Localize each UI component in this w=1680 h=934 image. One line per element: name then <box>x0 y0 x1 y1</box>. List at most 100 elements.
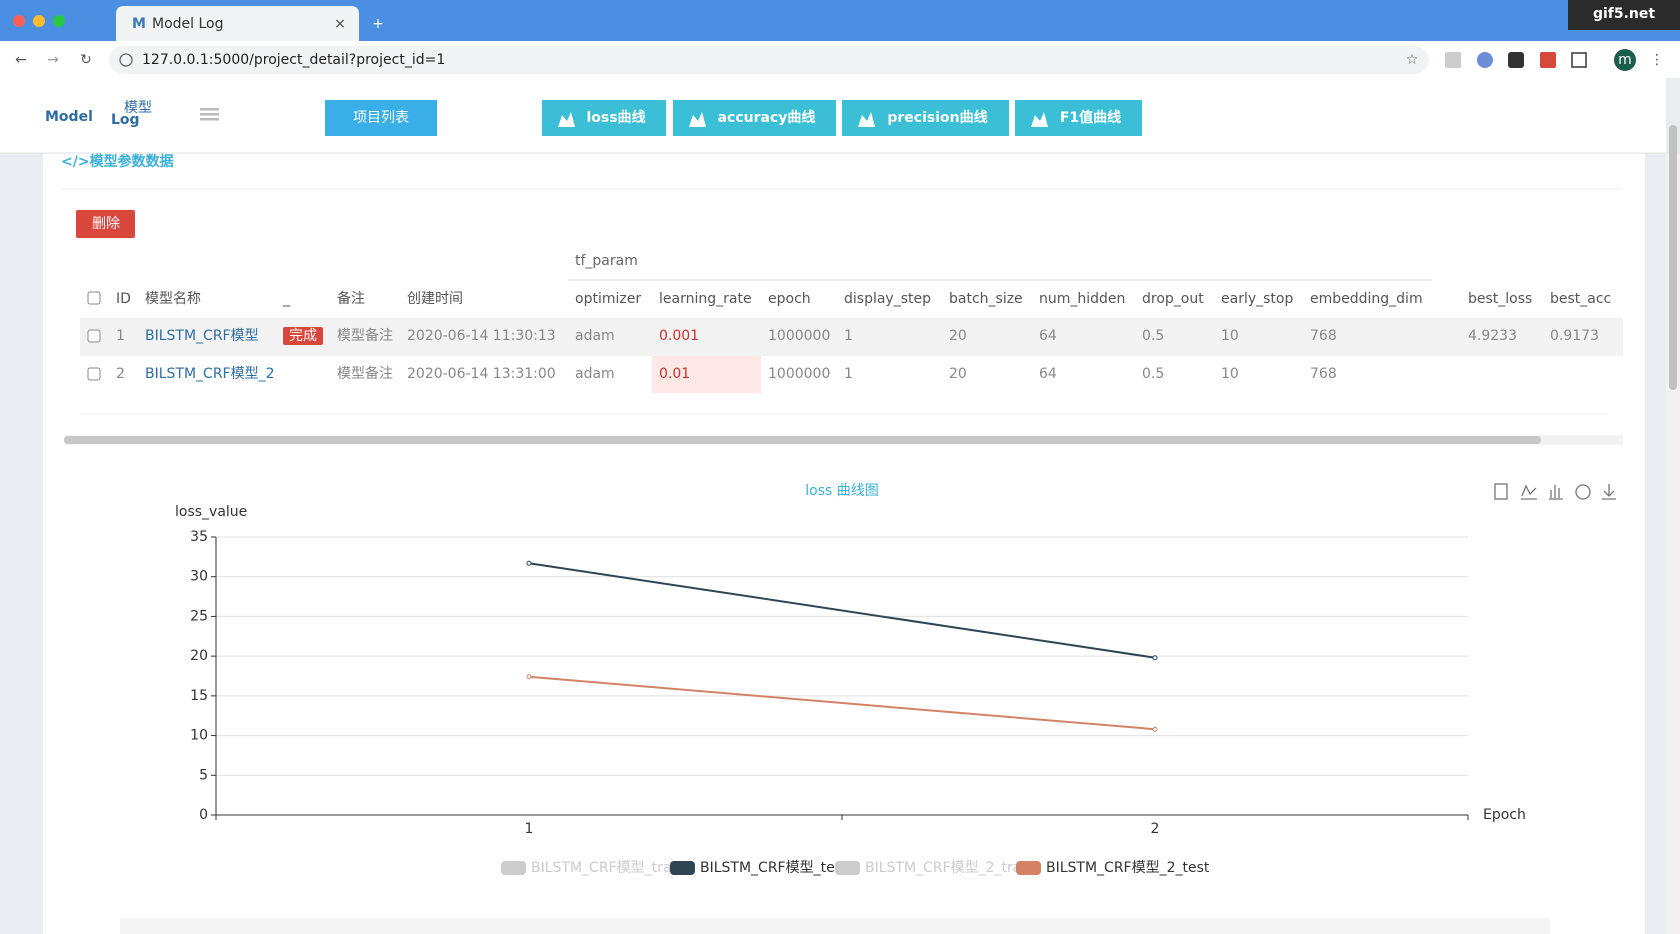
model-link[interactable]: BILSTM_CRF模型_2 <box>145 366 275 382</box>
site-info[interactable] <box>119 53 133 67</box>
row-checkbox[interactable] <box>87 367 101 381</box>
model-link[interactable]: BILSTM_CRF模型 <box>145 328 259 344</box>
tab-favicon: M <box>132 16 146 32</box>
y-tick-label: 20 <box>190 648 208 664</box>
y-tick-label: 5 <box>199 767 208 783</box>
column-header: 备注 <box>337 290 365 307</box>
tab-icon <box>1031 112 1048 127</box>
legend-label[interactable]: BILSTM_CRF模型_2_train <box>865 860 1034 876</box>
logo[interactable]: Model <box>45 109 93 125</box>
legend-swatch[interactable] <box>501 861 526 875</box>
menu-button[interactable]: ⋮ <box>1650 52 1664 68</box>
y-tick-label: 30 <box>190 569 208 585</box>
legend-label[interactable]: BILSTM_CRF模型_train <box>531 860 684 876</box>
cell: 0.9173 <box>1550 328 1599 344</box>
cell: 0.01 <box>659 366 690 382</box>
extension-icon[interactable] <box>1445 52 1461 68</box>
tab-icon <box>558 112 575 127</box>
y-tick-label: 10 <box>190 728 208 744</box>
project-list-button[interactable] <box>325 100 437 136</box>
cell: 1000000 <box>768 328 830 344</box>
cell: 1 <box>116 328 125 344</box>
y-tick-label: 25 <box>190 608 208 624</box>
logo[interactable]: Log <box>111 112 140 128</box>
cell: 0.5 <box>1142 366 1164 382</box>
cell: 0.5 <box>1142 328 1164 344</box>
column-header: epoch <box>768 291 811 307</box>
column-header: early_stop <box>1221 291 1293 307</box>
window-zoom[interactable] <box>53 15 65 27</box>
watermark-bg <box>1568 0 1680 30</box>
cell: 20 <box>949 328 967 344</box>
tool-data-view[interactable] <box>1494 483 1508 500</box>
series-line <box>528 675 1156 731</box>
h-scroll-thumb[interactable] <box>64 436 1541 444</box>
logo-small: 模型 <box>124 100 152 116</box>
column-header: optimizer <box>575 291 641 307</box>
column-header: display_step <box>844 291 931 307</box>
window-minimize[interactable] <box>33 15 45 27</box>
next-panel-shadow <box>120 918 1550 934</box>
extension-icon[interactable] <box>1477 52 1493 68</box>
cell: 20 <box>949 366 967 382</box>
legend-swatch[interactable] <box>835 861 860 875</box>
cell: 768 <box>1310 366 1337 382</box>
chart-tab-label: accuracy曲线 <box>718 109 816 126</box>
cell: 64 <box>1039 366 1057 382</box>
chart-title: loss 曲线图 <box>805 483 879 499</box>
active-tab[interactable] <box>116 6 359 41</box>
v-scroll-thumb[interactable] <box>1669 125 1677 390</box>
cell: 1 <box>844 366 853 382</box>
data-point <box>526 560 532 566</box>
tool-restore[interactable] <box>1575 484 1591 500</box>
cell: 2 <box>116 366 125 382</box>
column-header: learning_rate <box>659 291 752 307</box>
legend-swatch[interactable] <box>670 861 695 875</box>
tab-close[interactable]: × <box>334 16 346 32</box>
chart-tab-label: F1值曲线 <box>1060 109 1121 126</box>
column-header: drop_out <box>1142 291 1204 307</box>
column-header: 模型名称 <box>145 291 201 307</box>
highlight-cell <box>652 356 761 393</box>
url-box[interactable] <box>109 46 1429 74</box>
data-point <box>1152 655 1158 661</box>
back-button[interactable]: ← <box>15 52 27 68</box>
legend-swatch[interactable] <box>1016 861 1041 875</box>
avatar[interactable] <box>1614 49 1636 71</box>
column-header: 创建时间 <box>407 291 463 307</box>
extension-icon[interactable] <box>1540 52 1556 68</box>
series-line <box>528 562 1156 659</box>
reload-button[interactable]: ↻ <box>80 52 92 68</box>
column-header: best_loss <box>1468 291 1532 307</box>
url[interactable]: 127.0.0.1:5000/project_detail?project_id… <box>142 52 445 68</box>
tool-line[interactable] <box>1521 484 1537 500</box>
cell: 768 <box>1310 328 1337 344</box>
cell: 模型备注 <box>337 365 393 382</box>
cell: 4.9233 <box>1468 328 1517 344</box>
legend-label[interactable]: BILSTM_CRF模型_2_test <box>1046 860 1210 876</box>
forward-button[interactable]: → <box>47 52 59 68</box>
row-checkbox[interactable] <box>87 329 101 343</box>
y-tick-label: 0 <box>199 807 208 823</box>
sidebar-toggle[interactable] <box>200 108 219 121</box>
x-tick-label: 2 <box>1151 821 1160 837</box>
extension-icon[interactable] <box>1508 52 1524 68</box>
x-tick-label: 1 <box>525 821 534 837</box>
new-tab[interactable]: + <box>372 16 384 32</box>
legend-label[interactable]: BILSTM_CRF模型_test <box>700 860 848 876</box>
extension-icon[interactable] <box>1571 52 1587 68</box>
tool-bar[interactable] <box>1549 485 1563 500</box>
bookmark-star[interactable]: ☆ <box>1406 52 1419 68</box>
column-header: _ <box>282 291 291 307</box>
column-header: ID <box>116 291 131 307</box>
tool-save[interactable] <box>1602 484 1616 500</box>
y-axis-label: loss_value <box>175 504 247 520</box>
data-point <box>526 674 532 680</box>
y-tick-label: 15 <box>190 688 208 704</box>
chart-toolbox <box>1494 483 1616 500</box>
header-checkbox[interactable] <box>87 291 101 305</box>
window-close[interactable] <box>13 15 25 27</box>
delete-button[interactable] <box>76 210 135 238</box>
